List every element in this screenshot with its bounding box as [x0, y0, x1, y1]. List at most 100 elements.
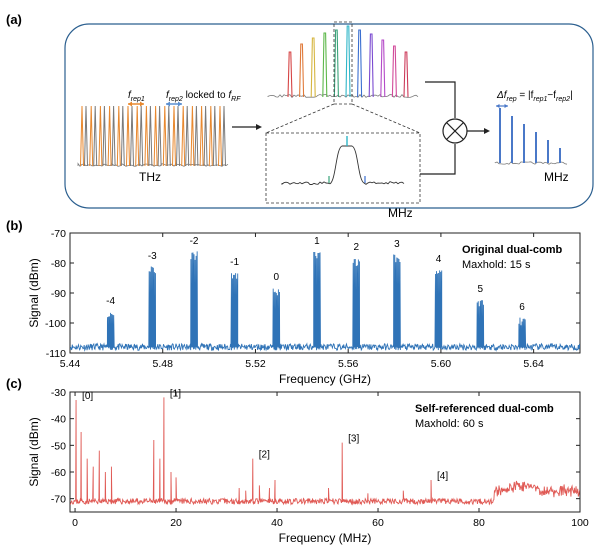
thz-noise	[77, 162, 229, 167]
dual-noise	[494, 161, 568, 165]
thz-line-orange	[153, 105, 158, 167]
rainbow-line	[310, 37, 316, 98]
y-axis-title: Signal (dBm)	[27, 417, 41, 486]
thz-line-orange	[199, 105, 204, 167]
y-axis-title: Signal (dBm)	[27, 258, 41, 327]
x-tick-label: 5.52	[245, 358, 266, 370]
rainbow-line	[299, 43, 305, 98]
thz-line-orange	[218, 105, 222, 167]
peak-label: -4	[106, 296, 115, 307]
peak-label: -2	[190, 236, 199, 247]
chart-subtitle: Maxhold: 60 s	[415, 418, 484, 430]
panel-c-label: (c)	[6, 376, 22, 391]
thz-label: THz	[139, 170, 161, 184]
spectrum-trace	[70, 251, 580, 352]
inset-line	[281, 145, 405, 185]
rainbow-line	[368, 33, 374, 98]
thz-line-gray	[130, 105, 134, 167]
frep-labels: frep1 frep2 locked to fRF	[128, 90, 241, 107]
rainbow-noise	[267, 93, 419, 99]
spectrum-trace	[70, 397, 580, 506]
peak-label: 0	[274, 272, 280, 283]
thz-line-orange	[172, 105, 176, 167]
thz-line-gray	[176, 105, 180, 167]
rainbow-line	[380, 39, 386, 98]
mixer-input-top	[425, 81, 456, 118]
chart-b: 5.44 5.48 5.52 5.56 5.60 5.64-110-100-90-80-7…	[27, 228, 581, 386]
dual-comb	[494, 108, 568, 165]
thz-line-orange	[162, 105, 167, 167]
peak-label: [1]	[170, 388, 181, 399]
thz-line-orange	[107, 105, 112, 167]
thz-line-orange	[126, 105, 130, 167]
y-tick-label: -80	[51, 258, 66, 270]
frep2-label: frep2 locked to fRF	[166, 90, 241, 103]
y-tick-label: -50	[51, 440, 66, 452]
thz-line-gray	[120, 105, 125, 167]
chart-title: Self-referenced dual-comb	[415, 403, 554, 415]
x-tick-label: 20	[170, 517, 182, 529]
rainbow-line	[345, 25, 351, 98]
peak-label: 6	[519, 302, 525, 313]
peak-label: [3]	[348, 434, 359, 445]
x-tick-label: 40	[271, 517, 283, 529]
thz-line-gray	[194, 105, 199, 167]
thz-line-gray	[185, 105, 190, 167]
frep1-label: frep1	[128, 90, 145, 103]
panel-b: (b) 5.44 5.48 5.52 5.56 5.60 5.64-110-100-90-…	[6, 218, 581, 386]
thz-comb	[77, 105, 229, 167]
x-axis-title: Frequency (GHz)	[279, 372, 371, 386]
plot-frame	[69, 391, 581, 513]
peak-label: [4]	[437, 471, 448, 482]
thz-line-gray	[148, 105, 153, 167]
y-tick-label: -70	[51, 228, 66, 240]
mixer-cross-b	[446, 122, 464, 140]
x-tick-label: 5.44	[60, 358, 81, 370]
panel-a: (a) frep1 frep2 locked to fRF THz MHz	[6, 12, 594, 220]
rainbow-line	[333, 29, 339, 98]
panel-a-label: (a)	[6, 12, 22, 27]
rainbow-line	[403, 51, 409, 98]
chart-subtitle: Maxhold: 15 s	[462, 259, 531, 271]
peak-label: 3	[394, 239, 400, 250]
panel-b-label: (b)	[6, 218, 23, 233]
thz-line-gray	[93, 105, 98, 167]
inset-trace	[281, 136, 405, 185]
rainbow-line	[357, 29, 363, 98]
thz-line-gray	[84, 105, 88, 167]
peak-label: 5	[478, 284, 484, 295]
thz-line-orange	[80, 105, 84, 167]
x-tick-label: 100	[571, 517, 589, 529]
rainbow-line	[287, 51, 293, 98]
y-tick-label: -40	[51, 414, 66, 426]
thz-line-orange	[116, 105, 121, 167]
thz-line-orange	[135, 105, 140, 167]
chart-c: 0 20 40 60 80 100 -70 -60 -50 -40 -30 Frequency (MH…	[27, 387, 589, 545]
thz-line-orange	[144, 105, 149, 167]
thz-line-gray	[222, 105, 226, 167]
y-tick-label: -30	[51, 387, 66, 399]
thz-line-orange	[89, 105, 94, 167]
rainbow-comb	[267, 25, 419, 99]
thz-line-gray	[203, 105, 208, 167]
rainbow-line	[322, 32, 328, 98]
panel-c: (c) 0 20 40 60 80 100 -70 -60 -50 -40 -30 Frequency…	[6, 376, 589, 545]
x-axis-title: Frequency (MHz)	[279, 531, 372, 545]
thz-line-gray	[102, 105, 107, 167]
peak-label: -3	[148, 251, 157, 262]
delta-frep-label: Δfrep = |frep1−frep2|	[496, 90, 573, 103]
thz-line-orange	[98, 105, 103, 167]
thz-line-orange	[190, 105, 195, 167]
peak-label: 2	[354, 242, 360, 253]
mixer-input-bottom	[420, 144, 456, 175]
y-tick-label: -90	[51, 288, 66, 300]
x-tick-label: 80	[473, 517, 485, 529]
dual-mhz-label: MHz	[544, 170, 569, 184]
thz-line-gray	[166, 105, 171, 167]
y-tick-label: -100	[45, 318, 66, 330]
zoom-line-left	[265, 103, 335, 134]
peak-label: [2]	[259, 450, 270, 461]
thz-line-gray	[111, 105, 116, 167]
x-tick-label: 0	[72, 517, 78, 529]
